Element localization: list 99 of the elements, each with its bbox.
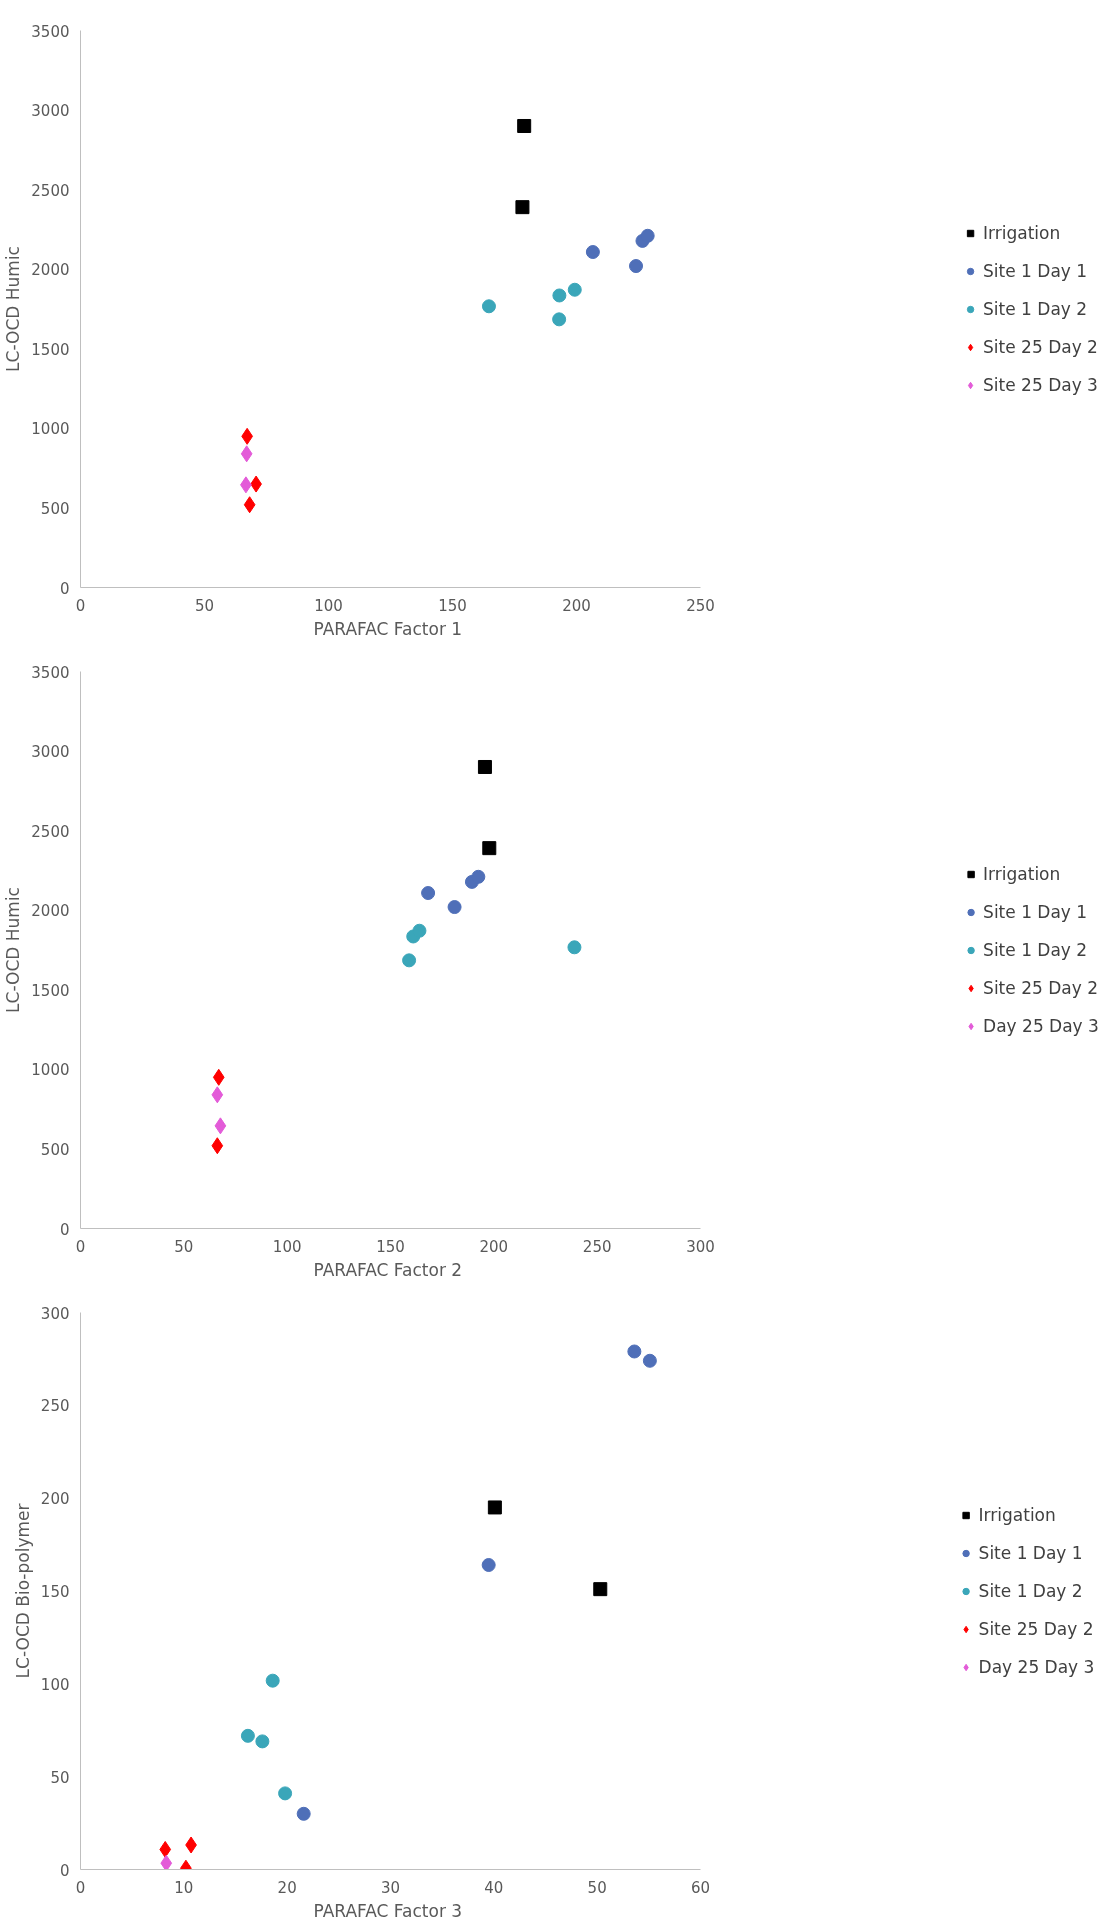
y-tick-label: 0 xyxy=(59,579,70,598)
point xyxy=(402,953,417,968)
y-tick-label: 0 xyxy=(59,1220,70,1239)
y-tick-label: 2000 xyxy=(31,902,70,921)
point xyxy=(481,1558,496,1572)
y-tick-label: 0 xyxy=(59,1861,70,1880)
x-axis-title: PARAFAC Factor 3 xyxy=(313,1900,463,1921)
point xyxy=(296,1806,311,1821)
point xyxy=(627,1344,642,1359)
y-tick-label: 300 xyxy=(40,1304,70,1323)
y-tick-label: 3000 xyxy=(31,102,70,121)
point xyxy=(212,1068,225,1086)
legend-label: Irrigation xyxy=(983,222,1061,243)
point xyxy=(593,1582,608,1597)
x-tick-label: 250 xyxy=(686,596,715,615)
x-tick-label: 300 xyxy=(686,1237,715,1256)
point xyxy=(515,200,530,215)
y-axis-title: LC-OCD Humic xyxy=(3,246,24,372)
point xyxy=(642,1353,657,1368)
point xyxy=(517,118,532,133)
legend-label: Day 25 Day 3 xyxy=(983,1015,1099,1036)
legend-label: Site 25 Day 2 xyxy=(983,336,1098,357)
legend-label: Site 1 Day 2 xyxy=(983,939,1088,960)
legend-label: Site 25 Day 3 xyxy=(983,374,1098,395)
point xyxy=(421,886,436,901)
point xyxy=(240,1728,255,1743)
x-tick-label: 50 xyxy=(587,1878,607,1897)
x-axis-title: PARAFAC Factor 2 xyxy=(313,1259,463,1280)
point xyxy=(567,282,582,297)
point xyxy=(477,759,492,774)
point xyxy=(278,1786,293,1801)
y-tick-label: 3500 xyxy=(31,22,70,41)
y-tick-label: 3000 xyxy=(31,743,70,762)
x-tick-label: 0 xyxy=(75,1237,86,1256)
legend-label: Site 1 Day 1 xyxy=(983,260,1088,281)
point xyxy=(211,1086,224,1104)
y-tick-label: 150 xyxy=(40,1583,70,1601)
point xyxy=(240,445,253,463)
y-tick-label: 2000 xyxy=(31,261,70,280)
point xyxy=(629,259,644,274)
x-tick-label: 40 xyxy=(484,1878,504,1897)
legend-label: Site 1 Day 2 xyxy=(978,1580,1083,1601)
y-tick-label: 500 xyxy=(40,1140,70,1159)
x-tick-label: 50 xyxy=(174,1237,194,1256)
y-axis-title: LC-OCD Humic xyxy=(3,887,24,1013)
point xyxy=(160,1854,173,1870)
x-tick-label: 10 xyxy=(174,1878,194,1897)
y-axis-title: LC-OCD Bio-polymer xyxy=(12,1503,33,1679)
point xyxy=(552,312,567,327)
x-tick-label: 50 xyxy=(194,596,215,615)
y-tick-label: 2500 xyxy=(31,822,70,841)
y-tick-label: 1000 xyxy=(31,1061,70,1080)
legend-label: Irrigation xyxy=(978,1504,1056,1525)
point xyxy=(211,1137,224,1155)
x-tick-label: 60 xyxy=(690,1878,711,1897)
y-tick-label: 500 xyxy=(40,499,70,518)
point xyxy=(585,245,600,260)
y-tick-label: 3500 xyxy=(31,663,70,682)
y-tick-label: 250 xyxy=(40,1397,70,1416)
y-tick-label: 1500 xyxy=(31,981,70,1000)
point xyxy=(567,940,582,955)
point xyxy=(552,288,567,303)
point xyxy=(471,869,486,884)
point xyxy=(640,228,655,243)
legend-label: Site 1 Day 2 xyxy=(983,298,1088,319)
legend-label: Site 1 Day 1 xyxy=(978,1542,1083,1563)
point xyxy=(487,1500,502,1515)
y-tick-label: 100 xyxy=(40,1675,70,1694)
y-tick-label: 2500 xyxy=(31,181,70,200)
x-tick-label: 0 xyxy=(75,1878,86,1897)
y-tick-label: 200 xyxy=(40,1490,70,1509)
x-tick-label: 150 xyxy=(438,596,467,615)
legend-label: Day 25 Day 3 xyxy=(978,1656,1095,1677)
point xyxy=(481,299,496,314)
x-tick-label: 100 xyxy=(314,596,343,615)
y-tick-label: 50 xyxy=(50,1768,70,1787)
x-tick-label: 250 xyxy=(582,1237,612,1256)
point xyxy=(243,496,256,514)
point xyxy=(214,1117,227,1135)
point xyxy=(255,1734,270,1749)
point xyxy=(159,1840,172,1858)
x-tick-label: 200 xyxy=(562,596,591,615)
x-tick-label: 100 xyxy=(272,1237,302,1256)
x-tick-label: 200 xyxy=(479,1237,509,1256)
legend-label: Irrigation xyxy=(983,863,1061,884)
legend-label: Site 25 Day 2 xyxy=(978,1618,1094,1639)
x-tick-label: 30 xyxy=(380,1878,401,1897)
x-axis-title: PARAFAC Factor 1 xyxy=(313,618,463,639)
x-tick-label: 0 xyxy=(75,596,86,615)
legend-label: Site 1 Day 1 xyxy=(983,901,1088,922)
x-tick-label: 150 xyxy=(376,1237,405,1256)
y-tick-label: 1500 xyxy=(31,340,70,359)
point xyxy=(482,841,497,856)
point xyxy=(412,923,427,938)
legend-label: Site 25 Day 2 xyxy=(983,977,1098,998)
point xyxy=(265,1673,280,1688)
x-tick-label: 20 xyxy=(277,1878,297,1897)
point xyxy=(447,900,462,915)
y-tick-label: 1000 xyxy=(31,420,70,439)
